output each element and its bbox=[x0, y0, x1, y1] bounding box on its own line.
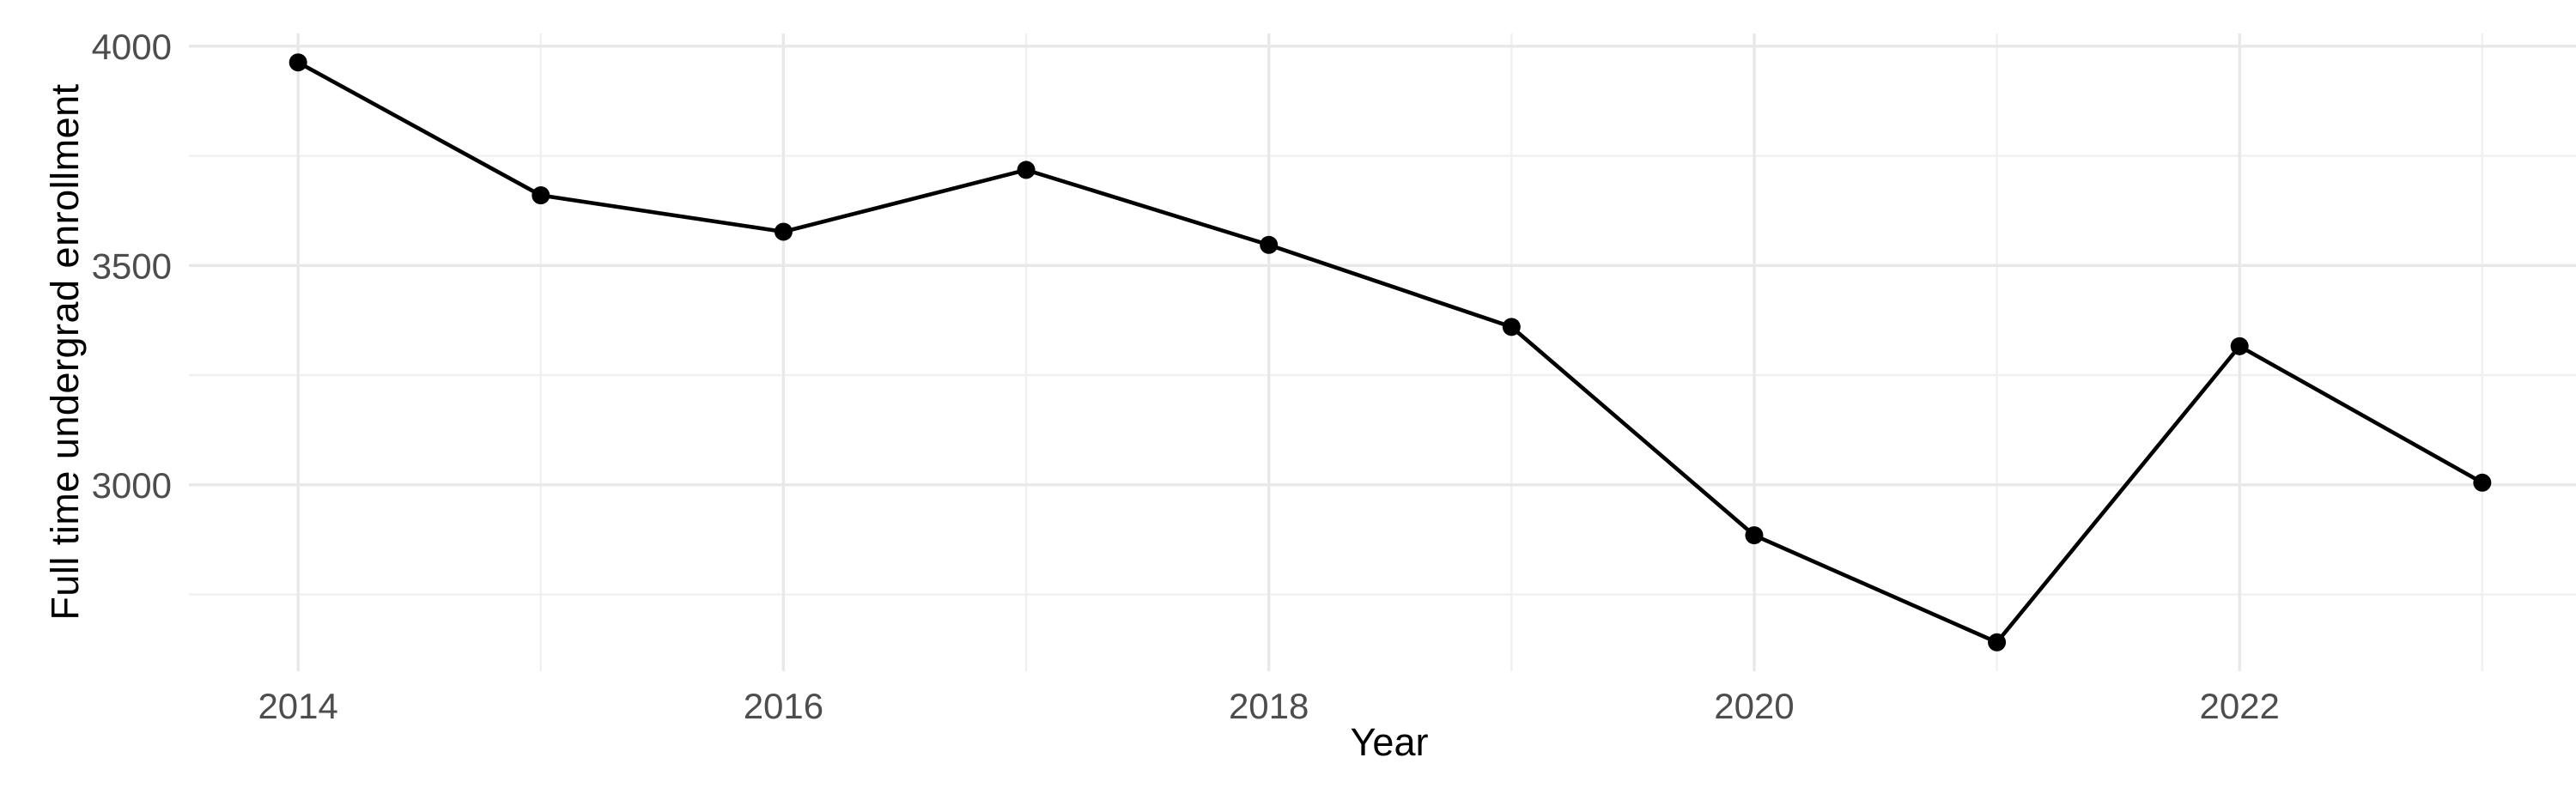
y-tick-label: 3500 bbox=[92, 245, 172, 286]
data-point bbox=[1502, 318, 1521, 336]
data-point bbox=[1260, 235, 1279, 254]
enrollment-line-chart: 2014 2016 2018 2020 2022 4000 3500 3000 Full ti… bbox=[34, 14, 2576, 786]
y-tick-label: 3000 bbox=[92, 465, 172, 506]
x-tick-label: 2022 bbox=[2199, 686, 2279, 726]
data-point bbox=[774, 222, 793, 241]
x-tick-label: 2018 bbox=[1229, 686, 1309, 726]
x-tick-label: 2020 bbox=[1714, 686, 1794, 726]
data-point bbox=[1745, 526, 1764, 545]
data-point bbox=[532, 186, 550, 205]
data-point bbox=[1017, 161, 1036, 179]
data-point bbox=[289, 53, 307, 72]
y-axis-title: Full time undergrad enrollment bbox=[43, 83, 87, 621]
x-axis-title: Year bbox=[1350, 720, 1429, 764]
chart-canvas: 2014 2016 2018 2020 2022 4000 3500 3000 bbox=[92, 27, 2576, 726]
data-point bbox=[2473, 473, 2492, 492]
x-tick-label: 2014 bbox=[258, 686, 337, 726]
series-line bbox=[295, 60, 2485, 645]
data-point bbox=[1988, 633, 2007, 652]
data-point bbox=[2230, 336, 2249, 355]
y-tick-label: 4000 bbox=[92, 27, 172, 67]
x-tick-label: 2016 bbox=[744, 686, 823, 726]
